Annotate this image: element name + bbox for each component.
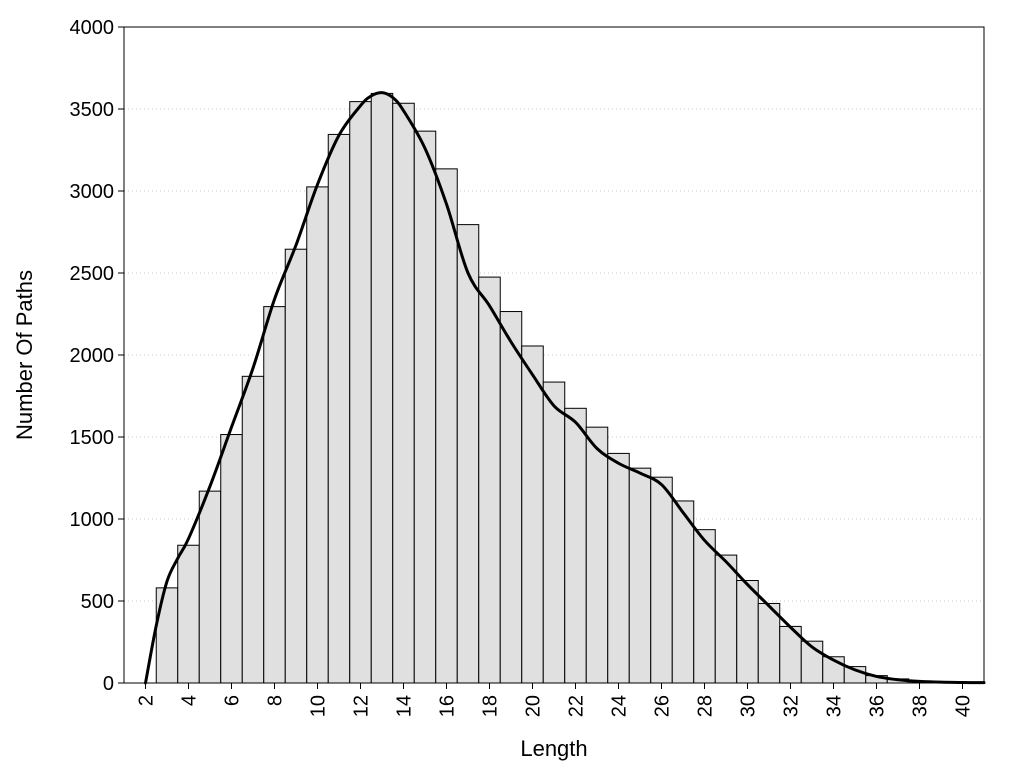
x-tick-label: 6 — [222, 695, 244, 706]
x-axis-title: Length — [520, 736, 587, 761]
histogram-bar — [456, 224, 480, 684]
bars — [155, 92, 974, 684]
y-axis-title: Number Of Paths — [12, 270, 37, 440]
y-tick-label: 1000 — [70, 509, 115, 531]
x-tick-label: 2 — [136, 695, 158, 706]
histogram-bar — [607, 452, 630, 684]
histogram-bar — [370, 92, 394, 684]
y-tick-label: 1500 — [70, 427, 115, 449]
y-tick-label: 3000 — [70, 181, 115, 203]
histogram-bar — [413, 130, 437, 684]
x-tick-label: 24 — [609, 695, 631, 717]
histogram-bar — [693, 529, 716, 684]
y-axis-ticks: 0 500 1000 1500 2000 2500 3000 3500 4000 — [70, 17, 124, 695]
histogram-bar — [435, 168, 458, 684]
x-tick-label: 22 — [566, 695, 588, 717]
histogram-bar — [585, 426, 609, 684]
x-tick-label: 38 — [910, 695, 932, 717]
x-tick-label: 18 — [480, 695, 502, 717]
histogram-bar — [327, 133, 351, 684]
x-tick-label: 8 — [265, 695, 287, 706]
histogram-bar — [564, 407, 587, 684]
histogram-bar — [628, 467, 652, 684]
x-tick-label: 10 — [308, 695, 330, 717]
histogram-bar — [392, 102, 415, 684]
histogram-bar — [521, 345, 544, 684]
histogram-bar — [650, 476, 673, 684]
y-tick-label: 3500 — [70, 99, 115, 121]
x-tick-label: 34 — [824, 695, 846, 717]
x-tick-label: 12 — [351, 695, 373, 717]
histogram-bar — [177, 544, 200, 684]
histogram-bar — [349, 101, 372, 684]
histogram-bar — [671, 500, 695, 684]
gridlines — [124, 108, 984, 602]
x-tick-label: 20 — [523, 695, 545, 717]
x-tick-label: 30 — [738, 695, 760, 717]
x-axis-ticks: 2 4 6 8 10 12 14 16 18 20 22 24 26 28 30 32 34 36 38 40 — [136, 683, 975, 717]
y-tick-label: 0 — [103, 673, 114, 695]
y-tick-label: 2000 — [70, 345, 115, 367]
histogram-bar — [263, 306, 286, 684]
histogram-bar — [284, 248, 308, 684]
y-tick-label: 2500 — [70, 263, 115, 285]
y-tick-label: 4000 — [70, 17, 115, 39]
x-tick-label: 36 — [867, 695, 889, 717]
x-tick-label: 14 — [394, 695, 416, 717]
x-tick-label: 26 — [652, 695, 674, 717]
histogram-bar — [220, 434, 243, 684]
histogram-bar — [542, 381, 566, 684]
histogram-bar — [241, 375, 265, 684]
histogram-bar — [478, 276, 501, 684]
x-tick-label: 40 — [953, 695, 975, 717]
histogram-bar — [714, 554, 738, 684]
trend-curve — [144, 91, 986, 685]
x-tick-label: 28 — [695, 695, 717, 717]
histogram-bar — [198, 490, 222, 684]
x-tick-label: 4 — [179, 695, 201, 706]
histogram-bar — [155, 587, 179, 684]
y-tick-label: 500 — [81, 591, 114, 613]
x-tick-label: 16 — [437, 695, 459, 717]
x-tick-label: 32 — [781, 695, 803, 717]
histogram-bar — [736, 580, 759, 684]
histogram-bar — [499, 311, 523, 684]
histogram-bar — [306, 186, 329, 684]
